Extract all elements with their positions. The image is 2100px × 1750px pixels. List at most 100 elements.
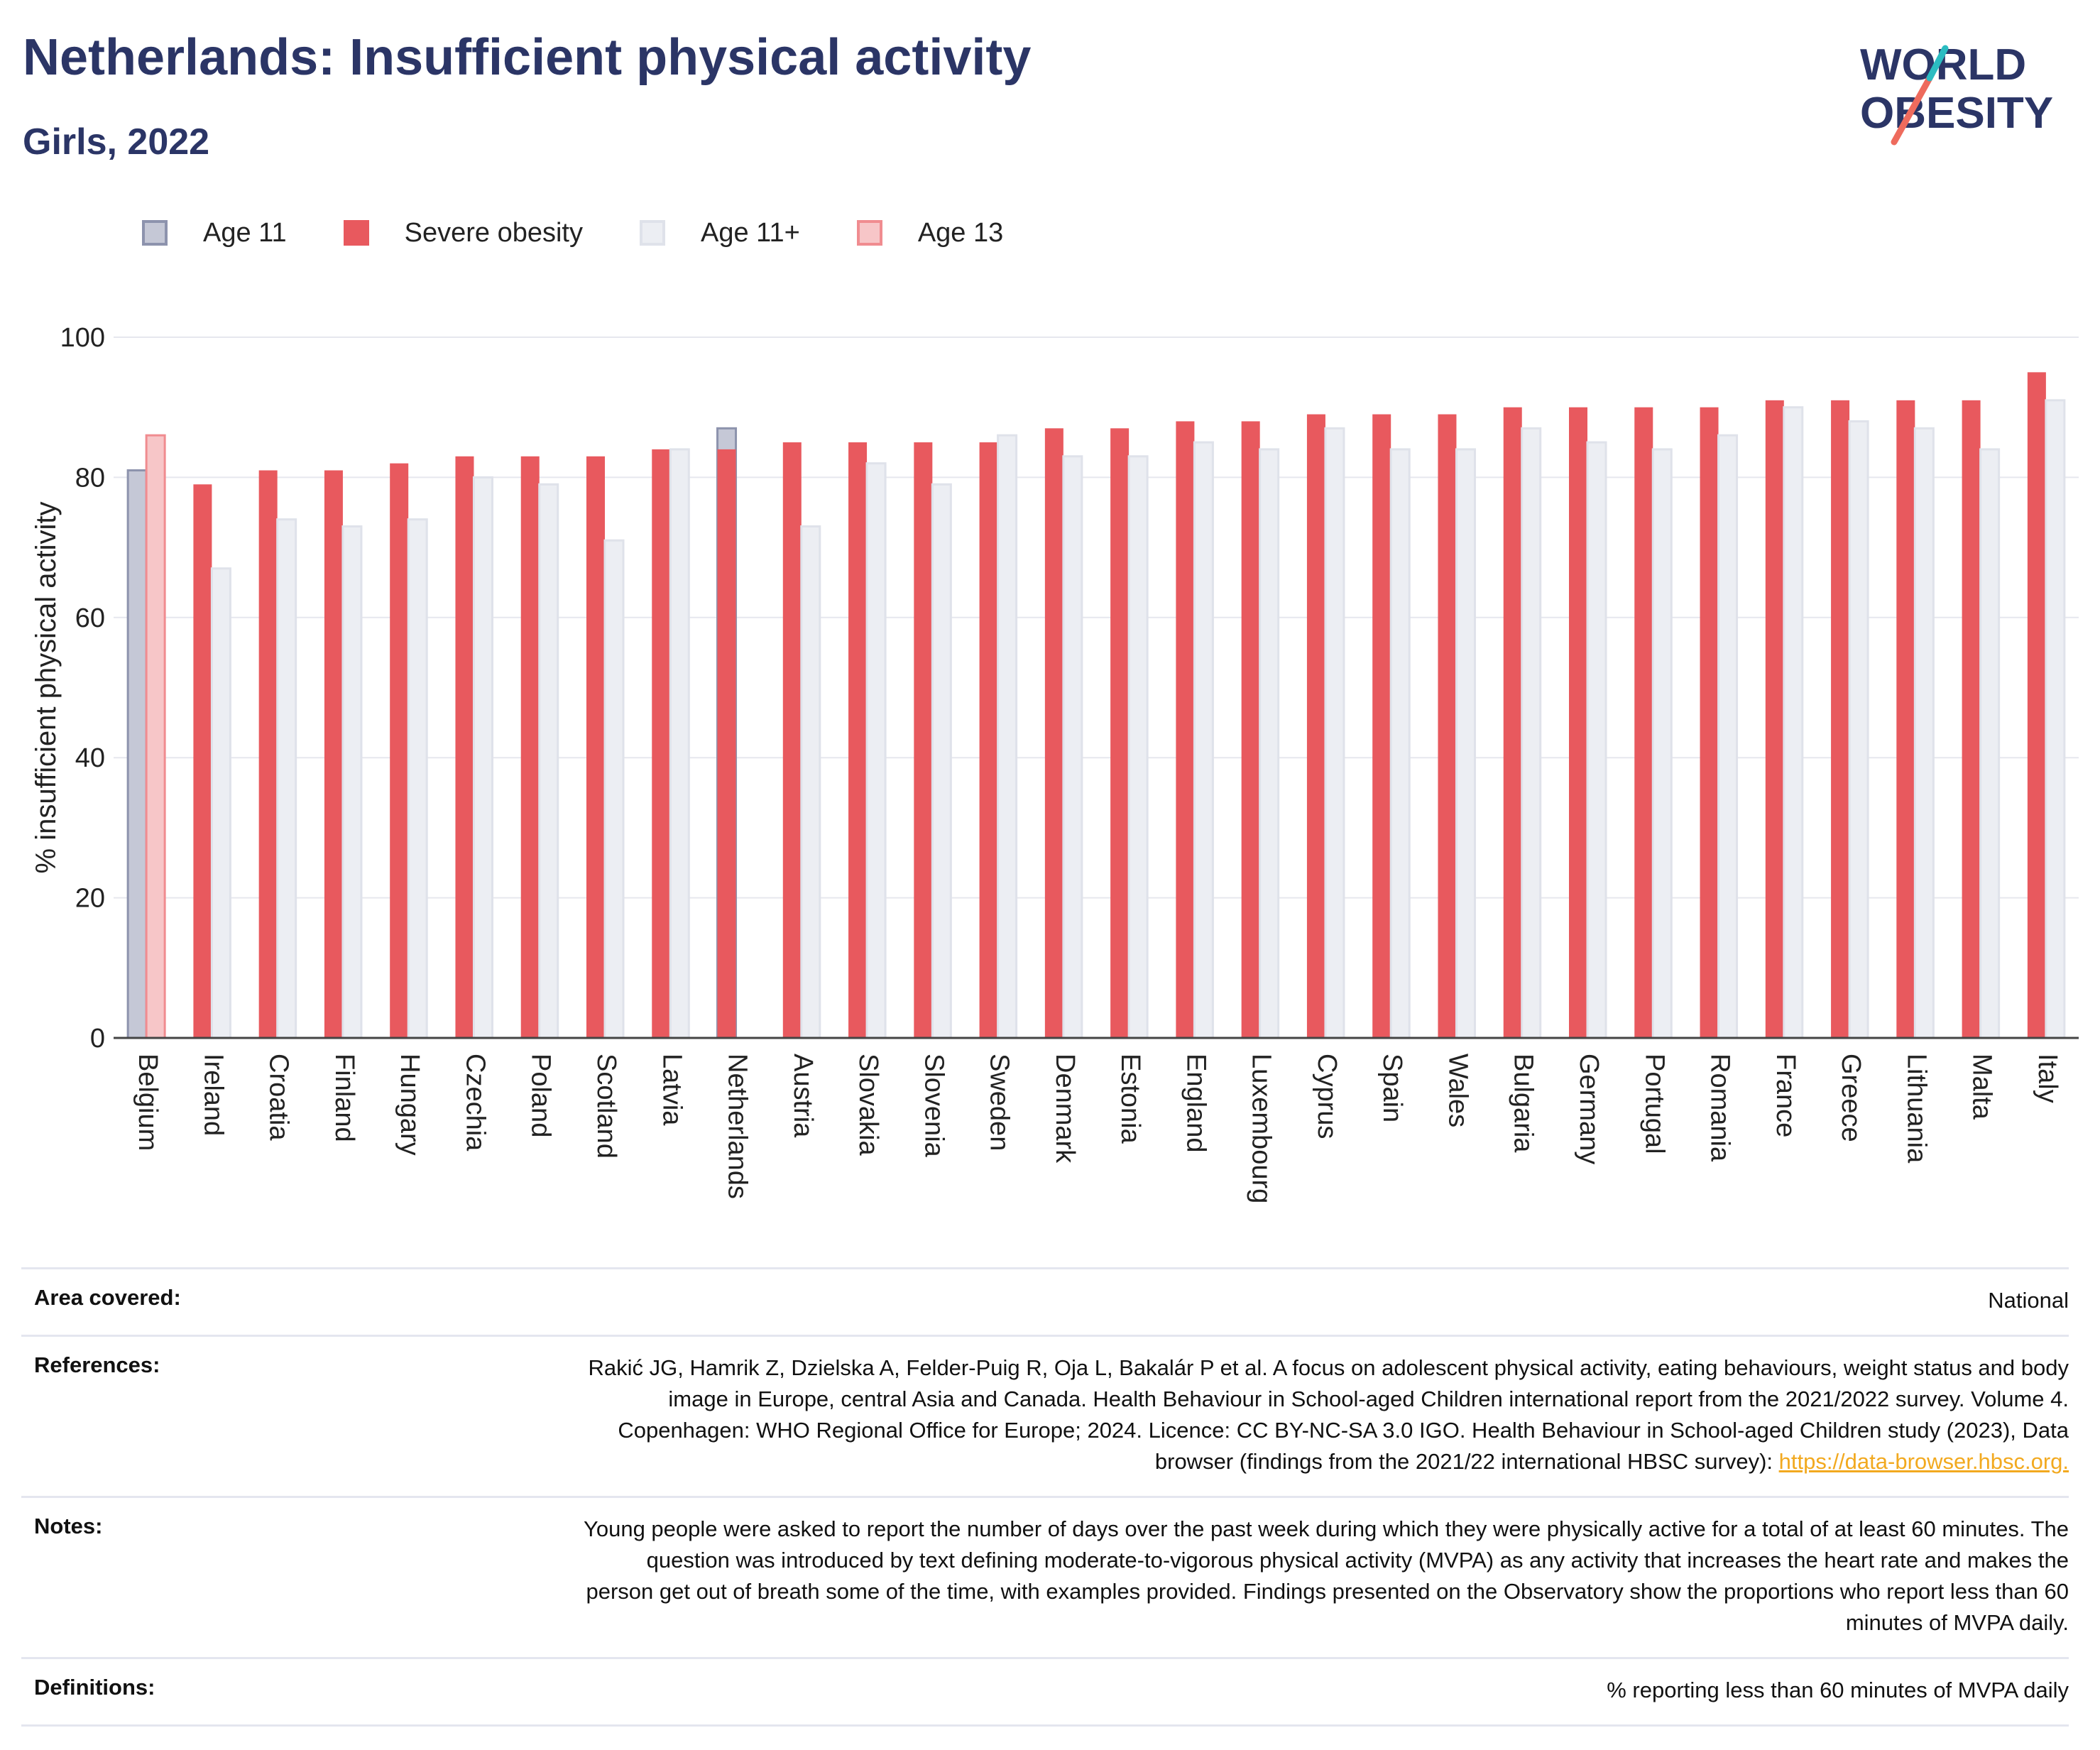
x-tick-label: Luxembourg (1247, 1054, 1276, 1203)
x-tick-label: France (1771, 1054, 1800, 1137)
legend-swatch (343, 220, 369, 246)
legend-item-age-11-[interactable]: Age 11+ (640, 218, 800, 248)
meta-value-notes: Young people were asked to report the nu… (584, 1516, 2069, 1635)
y-tick-label: 20 (75, 884, 105, 914)
meta-value-definitions: % reporting less than 60 minutes of MVPA… (1607, 1678, 2069, 1702)
bar-age-11--portugal (1651, 448, 1673, 1039)
bar-severe-obesity-cyprus (1306, 414, 1325, 1038)
bar-age-11--cyprus (1324, 427, 1345, 1039)
bar-age-11--poland (538, 483, 559, 1039)
bar-age-11--england (1193, 441, 1214, 1039)
bar-age-11--wales (1455, 448, 1476, 1039)
legend-label: Severe obesity (404, 217, 583, 248)
bar-severe-obesity-denmark (1044, 428, 1063, 1038)
bar-age-11--slovakia (865, 462, 887, 1039)
x-tick-label: Romania (1705, 1054, 1735, 1162)
bar-severe-obesity-austria (782, 442, 802, 1038)
bar-severe-obesity-sweden (979, 442, 998, 1038)
y-tick-label: 60 (75, 603, 105, 633)
bar-age-11--croatia (276, 518, 297, 1039)
bar-age-11--romania (1717, 434, 1739, 1039)
meta-key-references: References: (34, 1352, 160, 1377)
bar-severe-obesity-france (1765, 400, 1784, 1038)
bar-severe-obesity-slovakia (848, 442, 868, 1038)
bar-age-11--denmark (1062, 455, 1083, 1039)
bar-severe-obesity-portugal (1634, 407, 1653, 1038)
y-tick-label: 100 (60, 323, 105, 353)
bar-severe-obesity-lithuania (1896, 400, 1915, 1038)
x-tick-label: Slovakia (853, 1054, 883, 1156)
bar-severe-obesity-czechia (455, 456, 474, 1038)
meta-value-references: Rakić JG, Hamrik Z, Dzielska A, Felder-P… (578, 1352, 2069, 1477)
bar-age-11--greece (1848, 420, 1869, 1039)
meta-row-references: References: Rakić JG, Hamrik Z, Dzielska… (21, 1335, 2069, 1496)
bar-age-11--bulgaria (1521, 427, 1542, 1039)
legend-swatch (640, 220, 665, 246)
bar-severe-obesity-estonia (1110, 428, 1130, 1038)
x-tick-label: Estonia (1115, 1054, 1145, 1144)
bar-age-11--slovenia (931, 483, 952, 1039)
references-link[interactable]: https://data-browser.hbsc.org. (1778, 1449, 2069, 1474)
logo-text-obesity: OBESITY (1860, 89, 2053, 138)
bar-age-11--malta (1979, 448, 2001, 1039)
bar-severe-obesity-romania (1700, 407, 1719, 1038)
x-tick-label: Belgium (133, 1054, 163, 1151)
logo-slash-teal (1926, 45, 1949, 82)
legend-item-severe-obesity[interactable]: Severe obesity (343, 217, 583, 248)
x-tick-label: Italy (2033, 1054, 2062, 1103)
bar-age-11--spain (1389, 448, 1411, 1039)
chart-legend: Age 11 Severe obesity Age 11+ Age 13 (142, 212, 1060, 254)
bar-age-11--lithuania (1913, 427, 1935, 1039)
x-tick-label: Portugal (1639, 1054, 1669, 1154)
bar-age-11--scotland (603, 539, 625, 1039)
meta-key-definitions: Definitions: (34, 1675, 155, 1700)
x-tick-label: Greece (1836, 1054, 1866, 1142)
x-tick-label: Cyprus (1312, 1054, 1342, 1139)
bar-age-11--latvia (669, 448, 690, 1039)
bar-severe-obesity-malta (1962, 400, 1981, 1038)
bar-severe-obesity-wales (1438, 414, 1457, 1038)
x-tick-label: Czechia (460, 1054, 490, 1152)
legend-label: Age 11 (203, 217, 287, 248)
bar-severe-obesity-luxembourg (1241, 421, 1260, 1038)
bar-severe-obesity-bulgaria (1503, 407, 1522, 1038)
x-tick-label: England (1181, 1054, 1210, 1152)
y-tick-label: 0 (90, 1024, 105, 1054)
bar-age-11--austria (800, 525, 821, 1039)
meta-value-area: National (1988, 1288, 2069, 1313)
legend-swatch (856, 220, 882, 246)
references-text: Rakić JG, Hamrik Z, Dzielska A, Felder-P… (588, 1355, 2069, 1474)
x-tick-label: Lithuania (1901, 1054, 1931, 1164)
bar-age-11--france (1783, 406, 1804, 1039)
y-axis-label: % insufficient physical activity (31, 502, 62, 874)
meta-row-definitions: Definitions: % reporting less than 60 mi… (21, 1657, 2069, 1727)
meta-row-area: Area covered: National (21, 1267, 2069, 1335)
bar-severe-obesity-germany (1569, 407, 1587, 1038)
bar-age-11--finland (341, 525, 363, 1039)
y-tick-label: 80 (75, 463, 105, 493)
x-tick-label: Spain (1377, 1054, 1407, 1122)
legend-label: Age 13 (917, 217, 1004, 248)
x-tick-label: Poland (526, 1054, 556, 1137)
x-tick-label: Netherlands (723, 1054, 753, 1199)
bar-severe-obesity-latvia (652, 449, 671, 1038)
bar-severe-obesity-slovenia (914, 442, 933, 1038)
x-tick-label: Hungary (395, 1054, 425, 1156)
x-tick-label: Austria (788, 1054, 818, 1138)
x-tick-label: Denmark (1050, 1054, 1080, 1164)
x-tick-label: Scotland (591, 1054, 621, 1159)
bar-severe-obesity-hungary (390, 463, 409, 1038)
legend-item-age-11[interactable]: Age 11 (142, 218, 287, 248)
x-tick-label: Finland (329, 1054, 359, 1142)
bar-age-13-belgium (145, 434, 166, 1039)
bar-age-11--germany (1586, 441, 1607, 1039)
bar-severe-obesity-italy (2027, 372, 2046, 1038)
logo-slash-red (1891, 75, 1933, 146)
bar-age-11--luxembourg (1259, 448, 1280, 1039)
x-tick-label: Sweden (985, 1054, 1015, 1151)
bar-age-11--ireland (210, 567, 231, 1039)
x-tick-label: Germany (1574, 1054, 1604, 1164)
legend-item-age-13[interactable]: Age 13 (856, 217, 1004, 248)
x-tick-label: Croatia (264, 1054, 294, 1141)
bar-age-11--hungary (407, 518, 428, 1039)
